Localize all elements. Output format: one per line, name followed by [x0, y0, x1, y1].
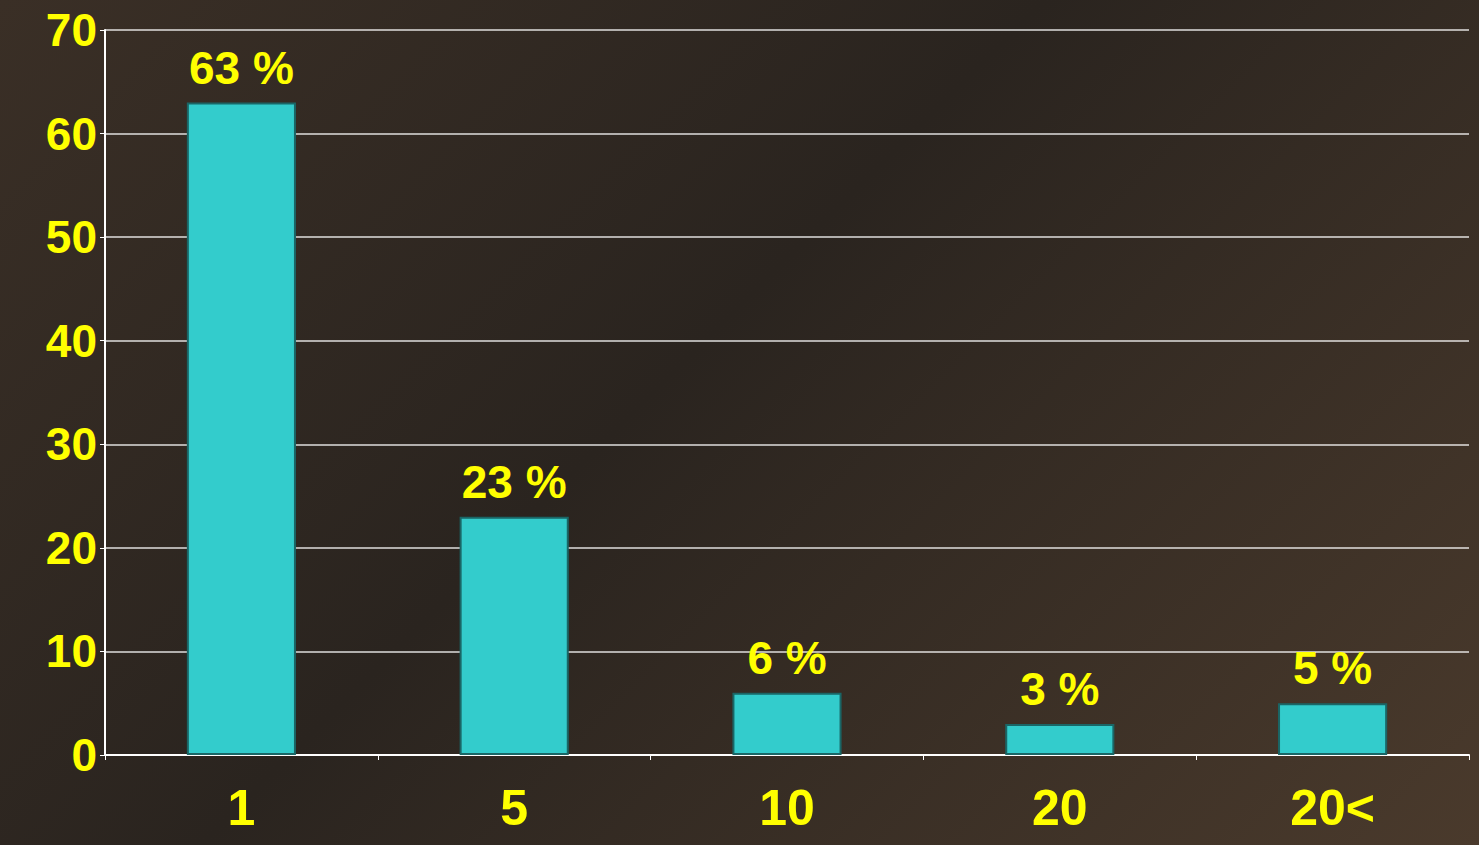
- svg-text:50: 50: [46, 211, 97, 263]
- svg-text:60: 60: [46, 108, 97, 160]
- svg-text:23 %: 23 %: [462, 456, 567, 508]
- svg-text:40: 40: [46, 315, 97, 367]
- svg-text:1: 1: [227, 780, 255, 836]
- svg-text:10: 10: [759, 780, 815, 836]
- svg-text:10: 10: [46, 625, 97, 677]
- svg-text:70: 70: [46, 4, 97, 56]
- svg-text:20<: 20<: [1290, 780, 1375, 836]
- svg-text:20: 20: [46, 522, 97, 574]
- svg-text:5 %: 5 %: [1293, 642, 1372, 694]
- svg-text:63 %: 63 %: [189, 42, 294, 94]
- svg-text:30: 30: [46, 418, 97, 470]
- svg-text:5: 5: [500, 780, 528, 836]
- svg-text:0: 0: [71, 729, 97, 781]
- svg-text:20: 20: [1032, 780, 1088, 836]
- svg-text:3 %: 3 %: [1020, 663, 1099, 715]
- svg-text:6 %: 6 %: [747, 632, 826, 684]
